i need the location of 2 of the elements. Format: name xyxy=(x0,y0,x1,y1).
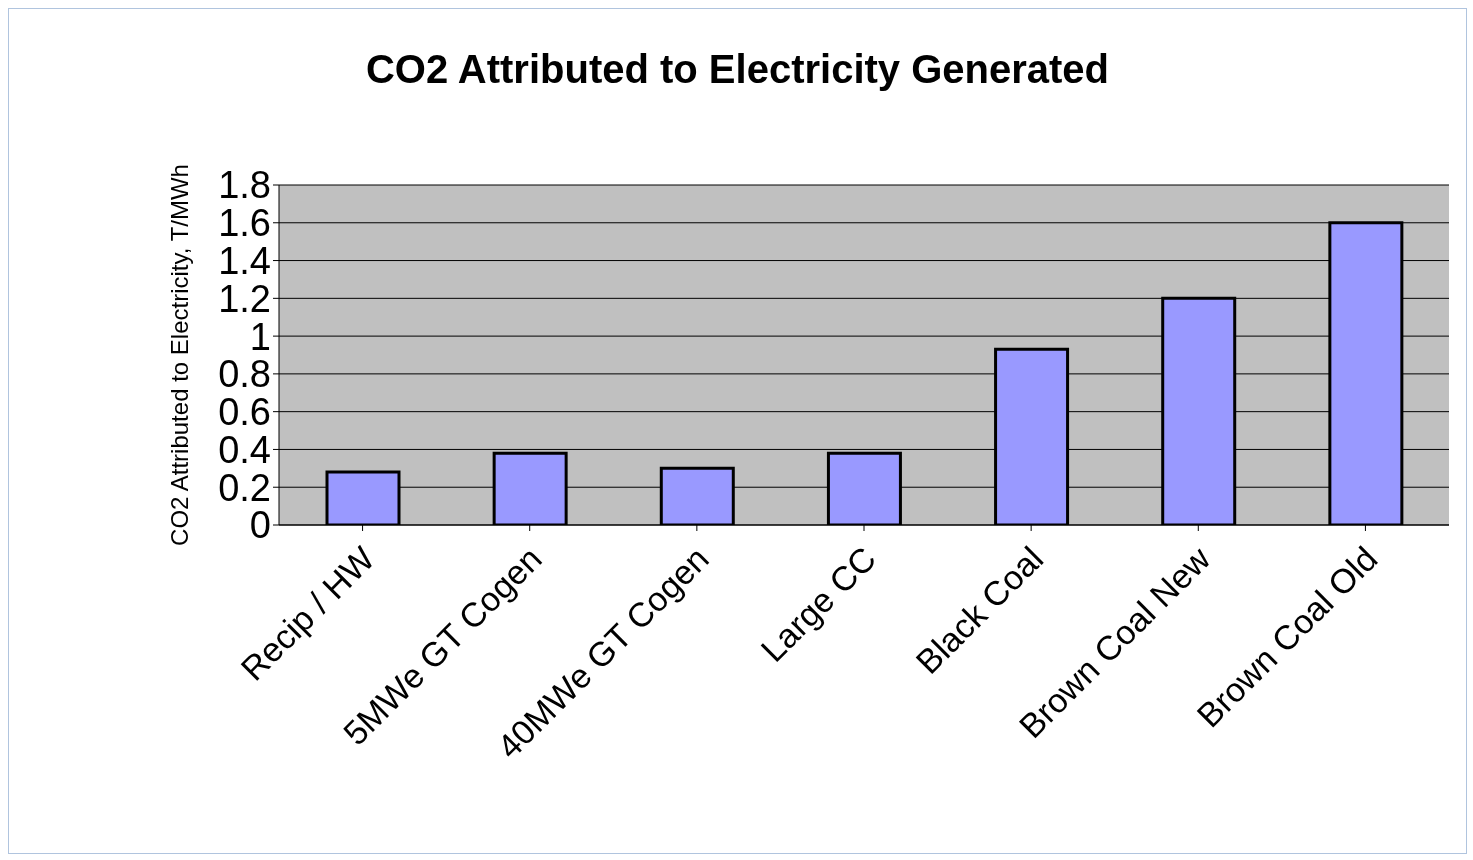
chart-title: CO2 Attributed to Electricity Generated xyxy=(364,47,1111,92)
y-axis-title: CO2 Attributed to Electricity, T/MWh xyxy=(165,164,193,546)
